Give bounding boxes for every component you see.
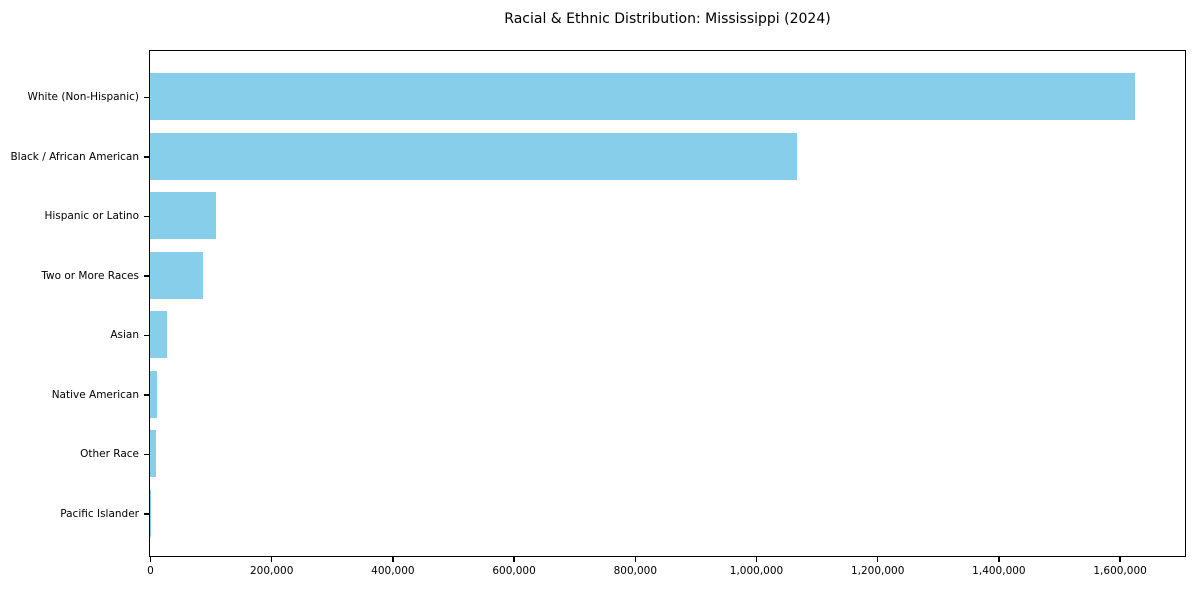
y-tick-label: Asian xyxy=(110,329,139,342)
y-tick-label: Pacific Islander xyxy=(60,508,139,520)
x-tick xyxy=(513,557,515,562)
bar xyxy=(150,430,157,478)
bar xyxy=(150,132,798,180)
bar xyxy=(150,251,204,299)
y-tick-label: Hispanic or Latino xyxy=(44,210,139,223)
x-tick-label: 400,000 xyxy=(371,565,415,577)
x-tick-label: 800,000 xyxy=(613,565,657,577)
y-tick xyxy=(144,156,149,158)
y-tick xyxy=(144,453,149,456)
bar xyxy=(150,311,167,359)
chart-title: Racial & Ethnic Distribution: Mississipp… xyxy=(504,11,831,27)
y-tick-label: Two or More Races xyxy=(41,269,139,282)
x-tick-label: 1,200,000 xyxy=(850,565,905,577)
y-tick xyxy=(144,513,149,515)
x-tick-label: 1,600,000 xyxy=(1093,565,1147,577)
y-tick xyxy=(144,96,149,99)
plot-area xyxy=(149,50,1186,557)
x-tick xyxy=(270,557,273,562)
x-tick-label: 1,400,000 xyxy=(972,565,1026,577)
y-tick xyxy=(144,394,149,396)
y-tick xyxy=(144,275,149,277)
x-tick-label: 0 xyxy=(147,565,154,577)
bar xyxy=(150,490,151,537)
x-tick xyxy=(634,557,637,562)
x-tick-label: 200,000 xyxy=(249,565,294,577)
x-tick xyxy=(149,557,152,562)
y-tick-label: Other Race xyxy=(80,448,139,461)
bar xyxy=(150,370,158,418)
y-tick xyxy=(144,215,149,218)
x-tick xyxy=(1119,557,1121,562)
x-tick xyxy=(876,557,879,562)
x-tick-label: 600,000 xyxy=(492,565,536,577)
y-tick-label: Native American xyxy=(51,388,139,401)
x-tick xyxy=(392,557,394,562)
x-tick-label: 1,000,000 xyxy=(729,565,784,577)
y-tick xyxy=(144,334,149,337)
bar xyxy=(150,192,217,240)
x-tick xyxy=(998,557,1000,562)
y-tick-label: Black / African American xyxy=(10,150,139,163)
x-tick xyxy=(755,557,758,562)
bar xyxy=(150,73,1135,121)
y-tick-label: White (Non-Hispanic) xyxy=(27,91,139,104)
